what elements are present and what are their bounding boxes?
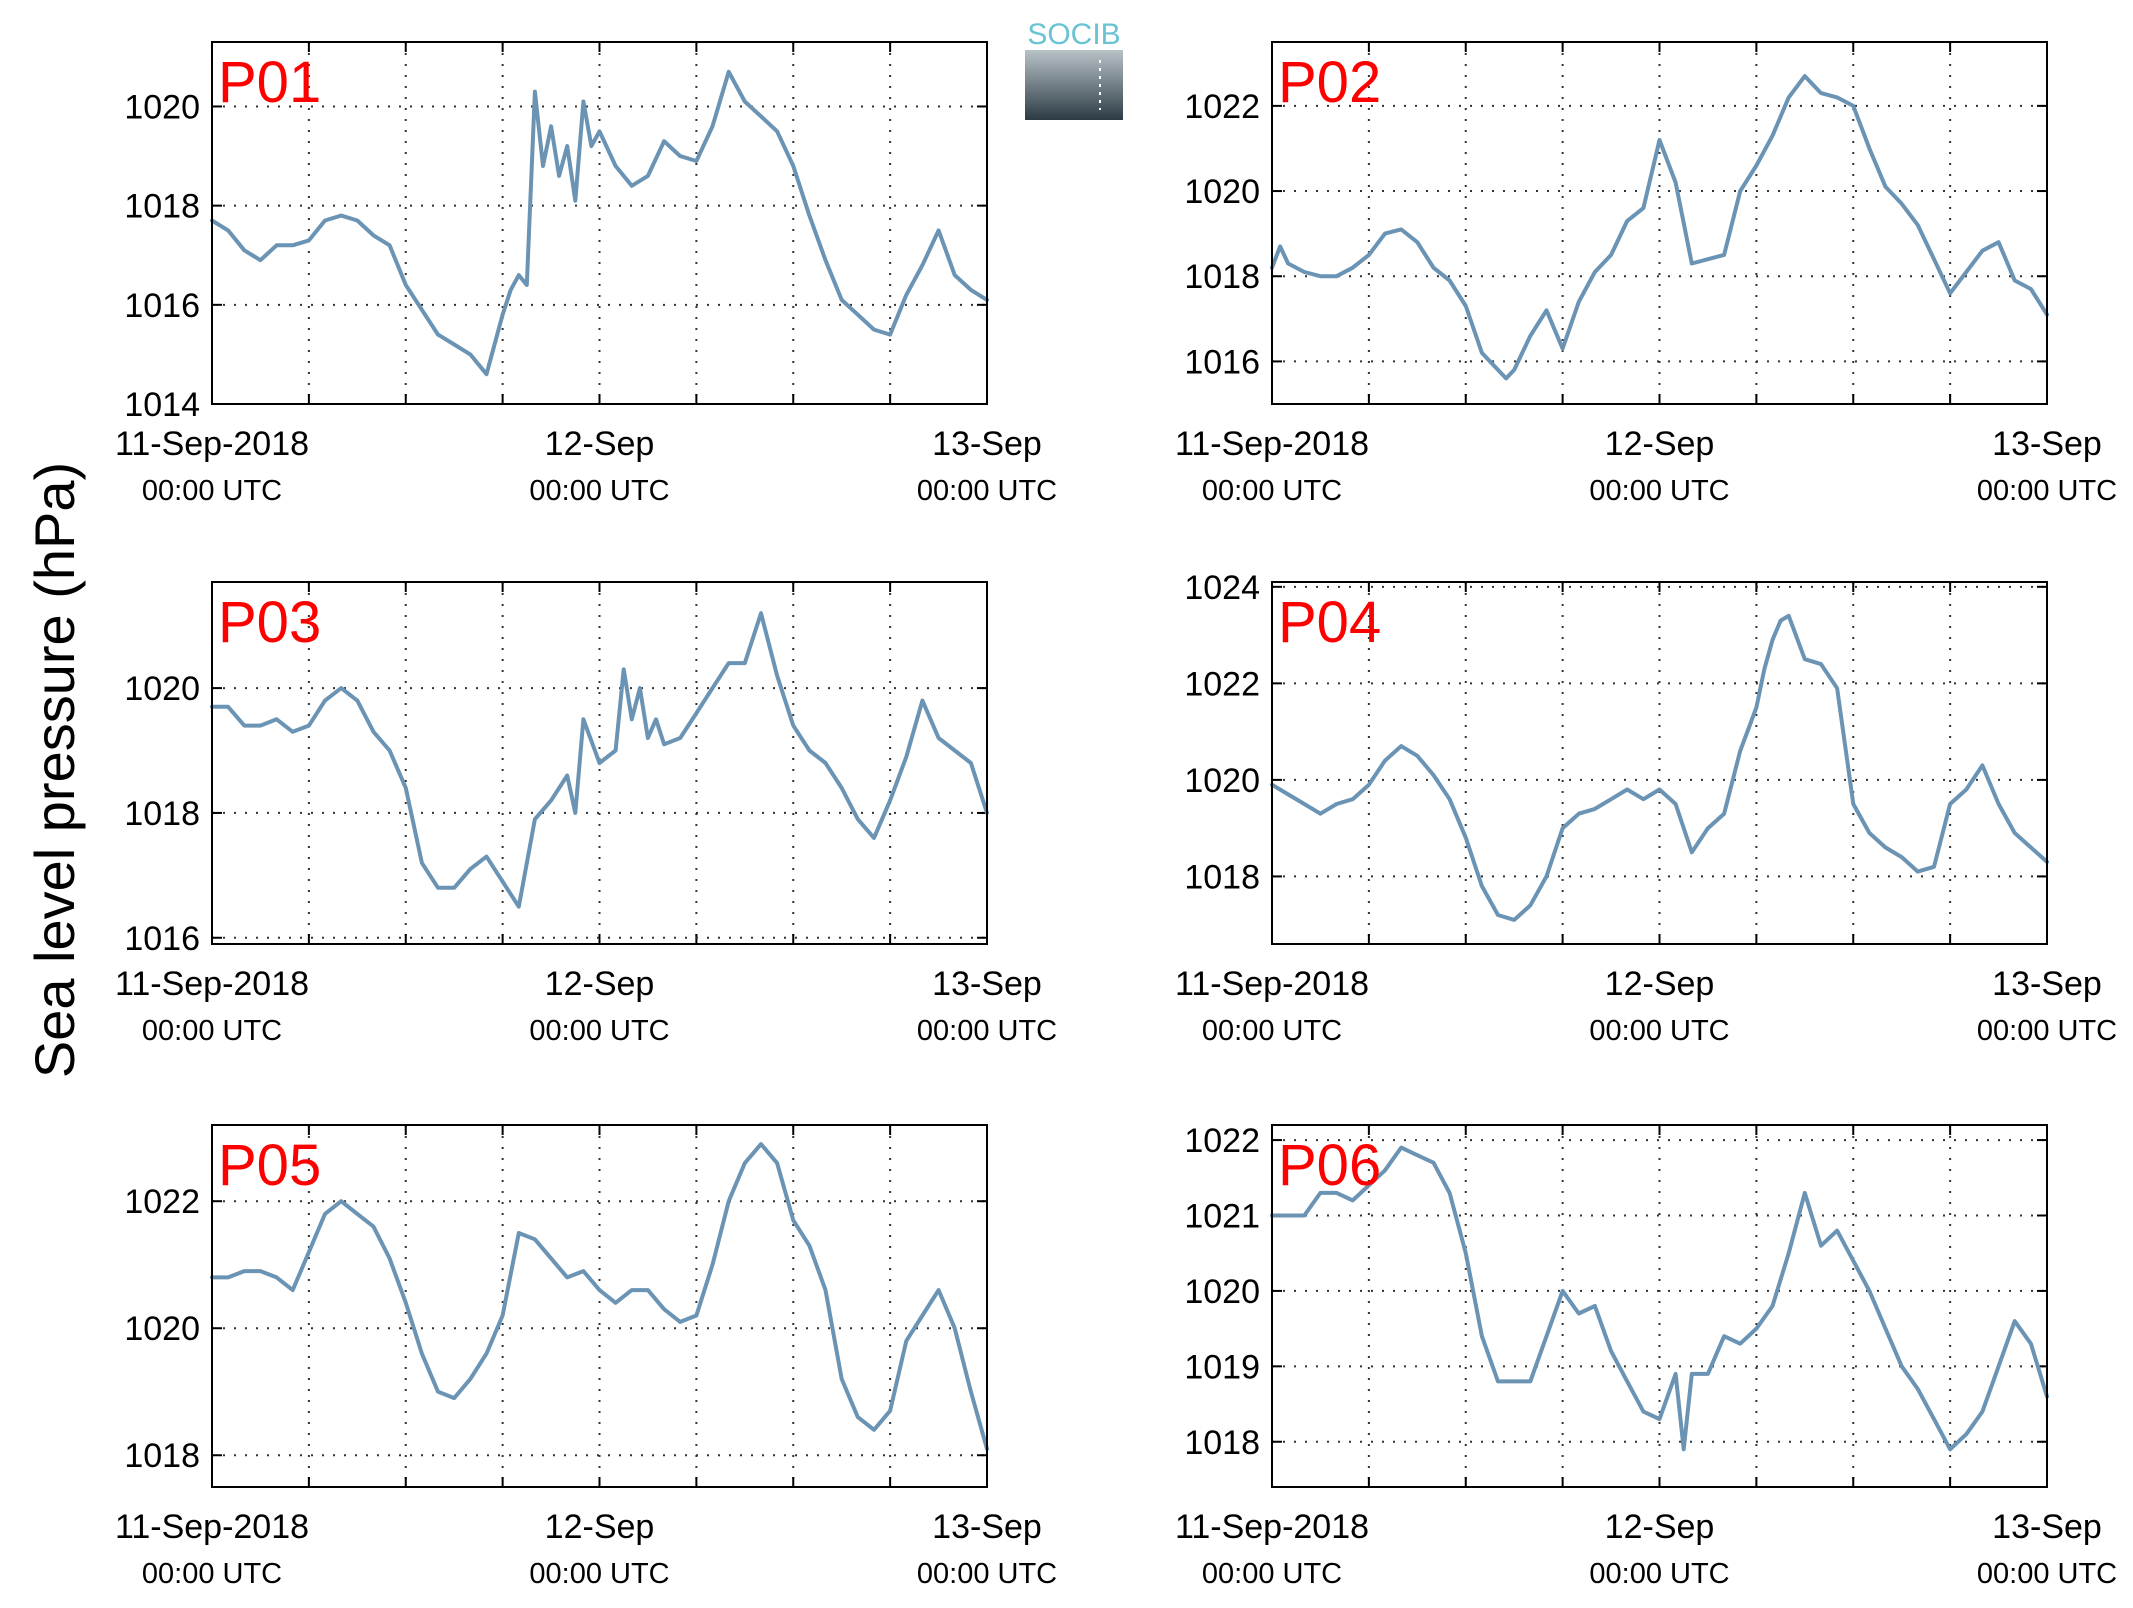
- x-tick-sublabel: 00:00 UTC: [1202, 1558, 1342, 1590]
- x-tick-label: 13-Sep: [932, 965, 1042, 1003]
- x-tick-sublabel: 00:00 UTC: [1202, 475, 1342, 507]
- y-tick-label: 1020: [1184, 762, 1260, 800]
- y-tick-label: 1022: [124, 1183, 200, 1221]
- x-tick-label: 11-Sep-2018: [1175, 425, 1369, 463]
- y-tick-label: 1021: [1184, 1198, 1260, 1236]
- plot-frame: [211, 41, 988, 405]
- y-tick-label: 1019: [1184, 1348, 1260, 1386]
- series-line-p03: [210, 611, 989, 909]
- panel-label: P01: [218, 50, 321, 115]
- panel-label: P05: [218, 1133, 321, 1198]
- plot-frame: [211, 1124, 988, 1488]
- panel-label: P04: [1278, 590, 1381, 655]
- y-tick-label: 1018: [1184, 858, 1260, 896]
- x-tick-sublabel: 00:00 UTC: [142, 1558, 282, 1590]
- x-tick-sublabel: 00:00 UTC: [1589, 1015, 1729, 1047]
- x-tick-label: 11-Sep-2018: [115, 425, 309, 463]
- x-tick-label: 12-Sep: [1605, 1508, 1715, 1546]
- x-tick-label: 13-Sep: [1992, 425, 2102, 463]
- x-tick-label: 13-Sep: [932, 1508, 1042, 1546]
- logo-mark: [1025, 50, 1123, 120]
- series-line-p01: [210, 69, 989, 377]
- x-tick-label: 11-Sep-2018: [115, 965, 309, 1003]
- x-tick-sublabel: 00:00 UTC: [1589, 475, 1729, 507]
- panel-p05: 1018 1020 1022 11-Sep-2018 00:00 UTC 12-Sep 00…: [115, 1124, 1057, 1590]
- series-line-p06: [1270, 1145, 2049, 1452]
- y-tick-label: 1022: [1184, 665, 1260, 703]
- y-tick-label: 1022: [1184, 88, 1260, 126]
- x-tick-label: 13-Sep: [932, 425, 1042, 463]
- x-tick-sublabel: 00:00 UTC: [529, 475, 669, 507]
- x-tick-sublabel: 00:00 UTC: [917, 1558, 1057, 1590]
- socib-logo: SOCIB: [1025, 18, 1123, 120]
- panel-label: P06: [1278, 1133, 1381, 1198]
- series-line-p02: [1270, 74, 2049, 381]
- plot-frame: [1271, 41, 2048, 405]
- x-tick-sublabel: 00:00 UTC: [1977, 1558, 2117, 1590]
- y-tick-label: 1018: [124, 795, 200, 833]
- y-tick-label: 1020: [1184, 1273, 1260, 1311]
- y-tick-label: 1018: [124, 188, 200, 226]
- series-line-p05: [210, 1142, 989, 1451]
- x-tick-label: 12-Sep: [1605, 425, 1715, 463]
- y-tick-label: 1024: [1184, 569, 1260, 607]
- y-tick-label: 1018: [1184, 1424, 1260, 1462]
- y-tick-label: 1014: [124, 386, 200, 424]
- panel-p04: 1018 1020 1022 1024 11-Sep-2018 00:00 UTC 12-S…: [1175, 569, 2117, 1047]
- x-tick-sublabel: 00:00 UTC: [917, 475, 1057, 507]
- x-tick-label: 12-Sep: [1605, 965, 1715, 1003]
- y-tick-label: 1020: [124, 670, 200, 708]
- y-axis-label: Sea level pressure (hPa): [23, 462, 86, 1078]
- x-tick-label: 12-Sep: [545, 1508, 655, 1546]
- panel-label: P03: [218, 590, 321, 655]
- x-tick-sublabel: 00:00 UTC: [529, 1015, 669, 1047]
- x-tick-label: 11-Sep-2018: [1175, 1508, 1369, 1546]
- x-tick-label: 13-Sep: [1992, 965, 2102, 1003]
- x-tick-label: 12-Sep: [545, 965, 655, 1003]
- x-tick-sublabel: 00:00 UTC: [529, 1558, 669, 1590]
- x-tick-label: 11-Sep-2018: [1175, 965, 1369, 1003]
- y-tick-label: 1022: [1184, 1122, 1260, 1160]
- series-line-p04: [1270, 613, 2049, 922]
- panel-label: P02: [1278, 50, 1381, 115]
- x-tick-sublabel: 00:00 UTC: [142, 1015, 282, 1047]
- x-tick-sublabel: 00:00 UTC: [1977, 475, 2117, 507]
- x-tick-sublabel: 00:00 UTC: [1202, 1015, 1342, 1047]
- x-tick-label: 13-Sep: [1992, 1508, 2102, 1546]
- y-tick-label: 1020: [124, 1310, 200, 1348]
- x-tick-label: 11-Sep-2018: [115, 1508, 309, 1546]
- x-tick-sublabel: 00:00 UTC: [917, 1015, 1057, 1047]
- y-tick-label: 1018: [124, 1437, 200, 1475]
- y-tick-label: 1016: [124, 287, 200, 325]
- panel-p01: 1014 1016 1018 1020 11-Sep-2018 00:00 UTC 12-S…: [115, 41, 1057, 507]
- plot-frame: [1271, 1124, 2048, 1488]
- x-tick-sublabel: 00:00 UTC: [1977, 1015, 2117, 1047]
- y-tick-label: 1018: [1184, 258, 1260, 296]
- panel-p06: 1018 1019 1020 1021 1022 11-Sep-2018 00:00 UTC…: [1175, 1122, 2117, 1590]
- y-tick-label: 1016: [1184, 343, 1260, 381]
- logo-text: SOCIB: [1027, 18, 1120, 51]
- y-tick-label: 1020: [124, 88, 200, 126]
- panels: 1014 1016 1018 1020 11-Sep-2018 00:00 UTC 12-S…: [115, 41, 2117, 1590]
- panel-p02: 1016 1018 1020 1022 11-Sep-2018 00:00 UTC 12-S…: [1175, 41, 2117, 507]
- plot-frame: [1271, 581, 2048, 945]
- x-tick-label: 12-Sep: [545, 425, 655, 463]
- plot-frame: [211, 581, 988, 945]
- panel-p03: 1016 1018 1020 11-Sep-2018 00:00 UTC 12-Sep 00…: [115, 581, 1057, 1047]
- x-tick-sublabel: 00:00 UTC: [142, 475, 282, 507]
- y-tick-label: 1020: [1184, 173, 1260, 211]
- y-tick-label: 1016: [124, 920, 200, 958]
- x-tick-sublabel: 00:00 UTC: [1589, 1558, 1729, 1590]
